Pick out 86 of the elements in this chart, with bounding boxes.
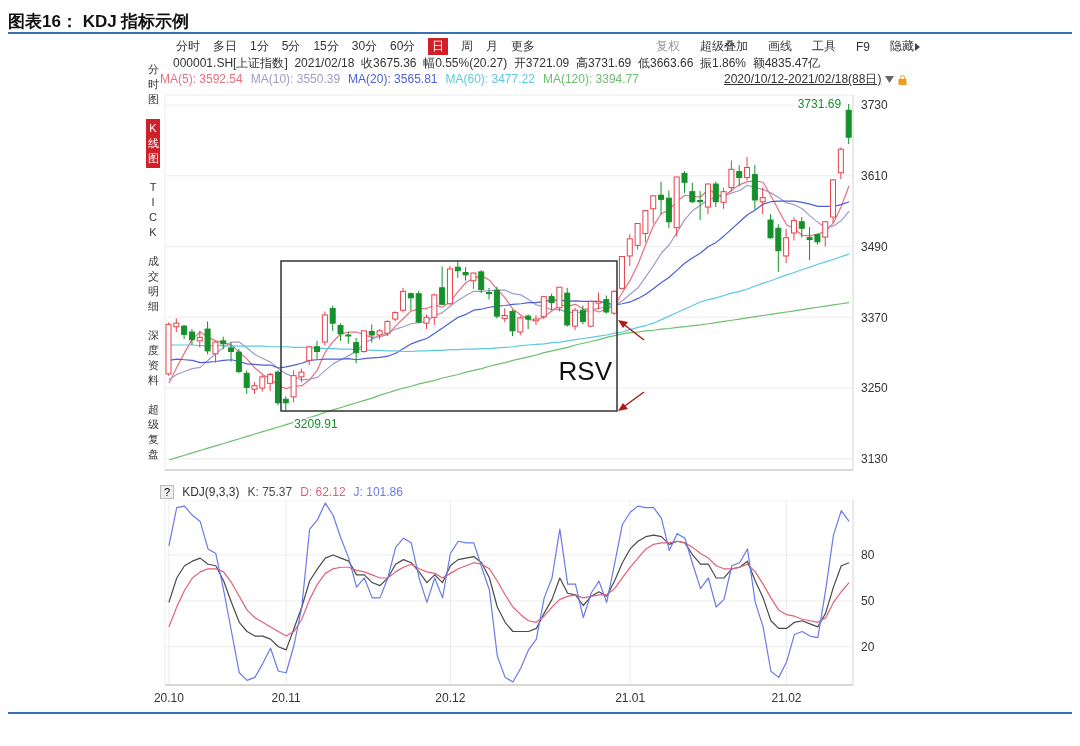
- candlestick: [228, 341, 235, 363]
- candlestick: [728, 159, 735, 193]
- y-tick-label: 50: [861, 594, 875, 609]
- text: MA(10): 3550.39: [250, 72, 341, 86]
- candlestick: [204, 320, 211, 355]
- text: TICK: [149, 180, 157, 240]
- text: MA(20): 3565.81: [348, 72, 438, 86]
- candlestick: [720, 187, 727, 210]
- annotation: 3209.91: [294, 416, 338, 431]
- line-series: [168, 540, 850, 637]
- candlestick: [235, 348, 242, 374]
- candlestick: [329, 305, 336, 332]
- candlestick: [212, 340, 219, 364]
- candlestick: [407, 292, 414, 311]
- candlestick: [486, 287, 493, 301]
- annotation: RSV: [558, 356, 613, 386]
- x-tick-label: 21.01: [615, 690, 646, 705]
- candlestick: [697, 190, 704, 221]
- line-series: [168, 534, 850, 651]
- candlestick: [478, 269, 485, 294]
- text: 超级复盘: [147, 402, 159, 462]
- text: 分时 多日 1分 5分 15分 30分 60分 日 周 月 更多: [176, 39, 536, 53]
- candlestick: [368, 323, 375, 344]
- text: 图表16： KDJ 指标示例: [8, 11, 190, 33]
- y-tick-label: 3730: [861, 98, 889, 113]
- text: J: 101.86: [353, 485, 403, 499]
- candlestick: [353, 337, 360, 364]
- text: 成交明细: [147, 254, 159, 314]
- candlestick: [579, 305, 586, 325]
- y-tick-label: 3610: [861, 169, 889, 184]
- x-tick-label: 20.11: [271, 690, 302, 705]
- candlestick: [540, 295, 547, 320]
- candlestick: [439, 266, 446, 306]
- candlestick: [736, 164, 743, 187]
- candlestick: [267, 372, 274, 392]
- x-tick-label: 21.02: [771, 690, 802, 705]
- text: 分时图: [147, 62, 159, 107]
- candlestick: [509, 309, 516, 337]
- candlestick: [658, 181, 665, 216]
- annotation: 3731.69: [797, 97, 842, 112]
- candlestick: [556, 286, 563, 312]
- candlestick: [837, 146, 844, 180]
- candlestick: [400, 287, 407, 314]
- candlestick: [306, 345, 313, 366]
- y-tick-label: 3130: [861, 452, 889, 467]
- candlestick: [681, 170, 688, 194]
- candlestick: [517, 315, 524, 336]
- candlestick: [744, 156, 751, 181]
- y-tick-label: 3490: [861, 239, 889, 254]
- candlestick: [243, 369, 250, 395]
- text: MA(120): 3394.77: [542, 72, 639, 86]
- candlestick: [532, 314, 539, 326]
- legend-title: KDJ(9,3,3): [182, 485, 240, 499]
- candlestick: [822, 220, 829, 248]
- text: D: 62.12: [300, 485, 346, 499]
- candlestick: [783, 228, 790, 264]
- candlestick: [603, 294, 610, 315]
- text: ?: [160, 485, 175, 499]
- text: 2020/10/12-2021/02/18(88日): [724, 71, 882, 88]
- y-tick-label: 20: [861, 640, 875, 655]
- text: 000001.SH[上证指数] 2021/02/18 收3675.36 幅0.55%(20.27) 开3721.09 高3731.69 低3663.66 振1.86% 额4835.47亿: [173, 55, 821, 72]
- line-series: [168, 502, 850, 683]
- candlestick: [360, 330, 367, 354]
- text: K线图: [147, 121, 159, 166]
- y-tick-label: 3250: [861, 381, 889, 396]
- text: 深度资料: [147, 328, 159, 388]
- candlestick: [790, 216, 797, 242]
- candlestick: [314, 340, 321, 361]
- text: MA(60): 3477.22: [445, 72, 535, 86]
- candlestick: [665, 190, 672, 229]
- candlestick: [759, 187, 766, 215]
- candlestick: [650, 194, 657, 225]
- candlestick: [798, 216, 805, 239]
- text: 复权 超级叠加 画线 工具 F9 隐藏: [656, 39, 915, 54]
- candlestick: [712, 181, 719, 208]
- y-tick-label: 80: [861, 548, 875, 563]
- text: MA(5): 3592.54: [160, 72, 243, 86]
- candlestick: [704, 182, 711, 215]
- x-tick-label: 20.10: [153, 690, 185, 705]
- text: K: 75.37: [247, 485, 293, 499]
- candlestick: [572, 307, 579, 331]
- candlestick: [525, 313, 532, 330]
- x-tick-label: 20.12: [435, 690, 466, 705]
- candlestick: [689, 182, 696, 204]
- y-tick-label: 3370: [861, 310, 889, 325]
- line-series: [168, 301, 850, 461]
